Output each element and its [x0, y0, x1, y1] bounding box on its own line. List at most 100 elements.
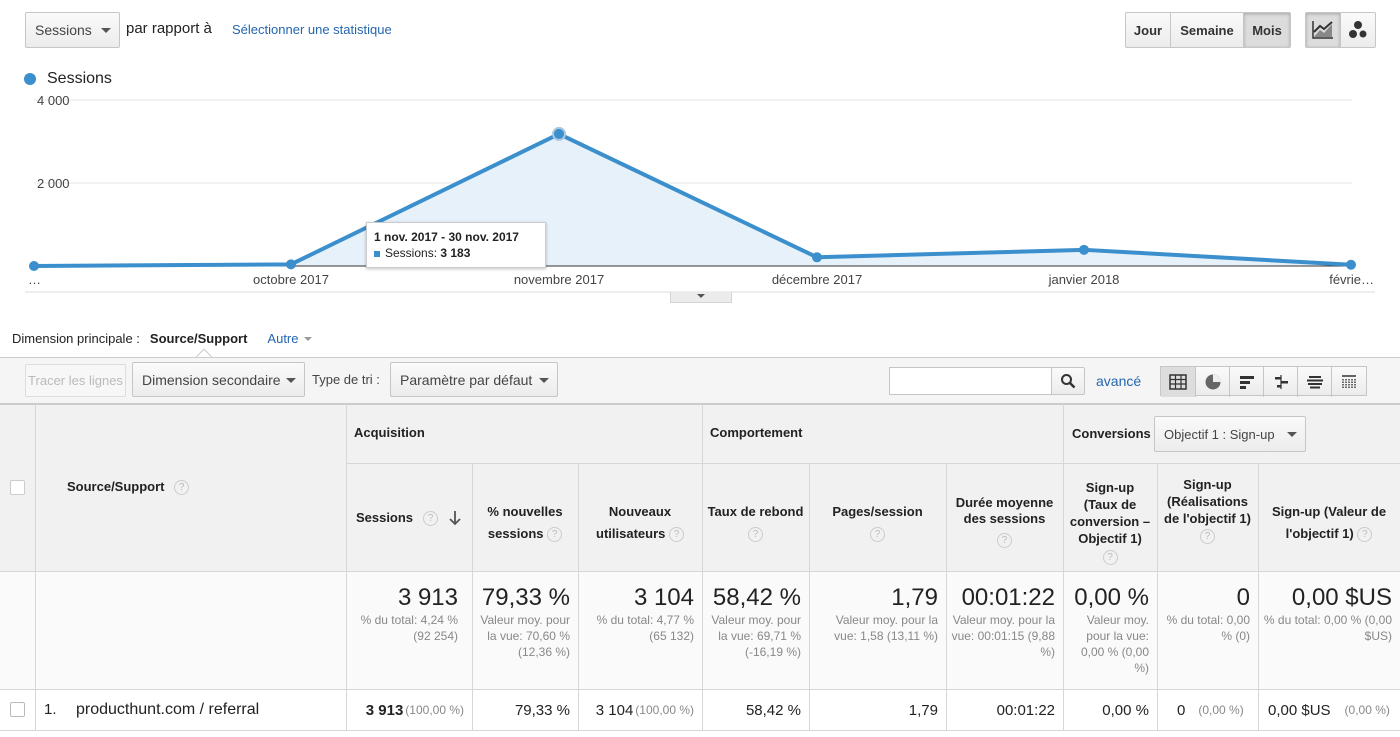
cell-sessions: 3 913 (100,00 %)	[346, 690, 472, 730]
col-new-users-text: Nouveaux utilisateurs	[596, 504, 672, 541]
total-new-sessions-pct: 79,33 % Valeur moy. pour la vue: 70,60 % …	[472, 572, 578, 690]
help-icon: ?	[748, 527, 763, 543]
chevron-down-icon	[1287, 432, 1297, 437]
plot-rows-button[interactable]: Tracer les lignes	[25, 364, 126, 397]
total-avg-duration: 00:01:22 Valeur moy. pour la vue: 00:01:1…	[946, 572, 1063, 690]
sort-type-label: Type de tri :	[312, 372, 380, 387]
tooltip-swatch	[374, 250, 380, 257]
col-sessions-label: Sessions	[355, 510, 414, 525]
cell-pct: (100,00 %)	[635, 703, 694, 717]
totals-bg	[0, 572, 1400, 690]
dimension-other-link[interactable]: Autre	[267, 331, 299, 346]
motion-chart-button[interactable]	[1340, 12, 1376, 48]
goal-select[interactable]: Objectif 1 : Sign-up	[1154, 416, 1306, 452]
col-goal-value[interactable]: Sign-up (Valeur de l'objectif 1) ?	[1258, 464, 1400, 572]
legend-label: Sessions	[47, 70, 112, 87]
total-sub: % du total: 0,00 % (0)	[1166, 613, 1250, 643]
data-point	[286, 259, 296, 270]
cell-value: 0	[1177, 701, 1186, 719]
col-pages-session-label: Pages/session?	[832, 501, 923, 545]
period-month-button[interactable]: Mois	[1243, 12, 1291, 48]
divider	[346, 463, 1400, 464]
help-icon: ?	[997, 532, 1012, 548]
cell-value: 58,42 %	[745, 701, 801, 719]
group-behavior: Comportement	[710, 425, 803, 440]
divider	[578, 463, 579, 731]
col-goal-conv-rate-label: Sign-up (Taux de conversion – Objectif 1…	[1069, 479, 1151, 565]
col-goal-value-label: Sign-up (Valeur de l'objectif 1) ?	[1262, 501, 1396, 545]
view-comparison-button[interactable]	[1263, 367, 1297, 397]
data-point	[1346, 259, 1356, 270]
col-avg-duration[interactable]: Durée moyenne des sessions?	[946, 464, 1063, 572]
view-term-cloud-button[interactable]	[1297, 367, 1331, 397]
view-performance-button[interactable]	[1229, 367, 1263, 397]
chevron-down-icon	[286, 378, 296, 383]
data-point	[29, 261, 39, 271]
line-chart-icon	[1312, 21, 1333, 39]
col-new-users[interactable]: Nouveaux utilisateurs ?	[578, 464, 702, 572]
select-metric-link[interactable]: Sélectionner une statistique	[232, 22, 392, 37]
tooltip-row: Sessions: 3 183	[374, 245, 538, 262]
line-chart-button[interactable]	[1305, 12, 1341, 48]
period-week-button[interactable]: Semaine	[1170, 12, 1244, 48]
col-goal-conv-rate[interactable]: Sign-up (Taux de conversion – Objectif 1…	[1063, 464, 1157, 572]
total-sub: % du total: 4,24 % (92 254)	[360, 613, 458, 643]
chevron-down-icon	[101, 28, 111, 33]
cell-value: 79,33 %	[514, 701, 570, 719]
divider	[0, 730, 1400, 731]
total-sub: Valeur moy. pour la vue: 70,60 % (12,36 …	[480, 613, 570, 659]
search-button[interactable]	[1051, 367, 1085, 395]
total-sub: Valeur moy. pour la vue: 1,58 (13,11 %)	[834, 613, 938, 643]
view-pie-button[interactable]	[1195, 367, 1229, 397]
total-sub: Valeur moy. pour la vue: 00:01:15 (9,88 …	[951, 613, 1055, 659]
row-source-link[interactable]: producthunt.com / referral	[76, 701, 260, 718]
cell-pages-session: 1,79	[809, 690, 946, 730]
help-icon: ?	[869, 527, 885, 543]
data-point	[1079, 244, 1089, 255]
view-data-table-button[interactable]	[1161, 367, 1195, 397]
advanced-search-link[interactable]: avancé	[1096, 373, 1142, 389]
sort-type-select[interactable]: Paramètre par défaut	[390, 362, 558, 397]
col-bounce-rate-text: Taux de rebond	[707, 504, 804, 519]
select-all-checkbox[interactable]	[10, 480, 25, 495]
divider	[0, 689, 1400, 690]
col-avg-duration-text: Durée moyenne des sessions	[955, 494, 1054, 526]
pie-chart-icon	[1205, 374, 1220, 390]
chevron-down-icon	[303, 336, 312, 341]
divider	[702, 404, 703, 731]
period-day-button[interactable]: Jour	[1125, 12, 1171, 48]
table-row: 1. producthunt.com / referral	[0, 690, 1400, 730]
total-value: 3 913	[397, 584, 458, 611]
col-pages-session[interactable]: Pages/session?	[809, 464, 946, 572]
view-pivot-button[interactable]	[1331, 367, 1365, 397]
y-tick-label: 2 000	[37, 176, 70, 191]
total-goal-value: 0,00 $US% du total: 0,00 % (0,00 $US)	[1258, 572, 1400, 690]
col-goal-completions-text: Sign-up (Réalisations de l'objectif 1)	[1164, 476, 1251, 526]
row-checkbox[interactable]	[10, 702, 25, 717]
x-tick-label: févrie…	[1329, 272, 1374, 287]
secondary-dimension-select[interactable]: Dimension secondaire	[132, 362, 305, 397]
chevron-down-icon	[697, 294, 705, 298]
cell-new-sessions-pct: 79,33 %	[472, 690, 578, 730]
data-point	[812, 252, 822, 263]
chart-legend: Sessions	[24, 70, 112, 88]
help-icon: ?	[1357, 527, 1373, 543]
series-line	[33, 131, 1352, 268]
col-new-users-label: Nouveaux utilisateurs ?	[582, 501, 698, 545]
table-search-input[interactable]	[889, 367, 1052, 395]
collapse-chart-handle[interactable]	[670, 292, 732, 303]
col-sessions[interactable]: Sessions ?	[346, 464, 472, 572]
sort-down-icon	[449, 511, 461, 526]
metric-select[interactable]: Sessions	[25, 12, 120, 48]
data-table-icon	[1169, 374, 1187, 390]
col-new-sessions-pct[interactable]: % nouvelles sessions ?	[472, 464, 578, 572]
total-goal-conv-rate: 0,00 % Valeur moy. pour la vue: 0,00 % (0…	[1063, 572, 1157, 690]
col-bounce-rate[interactable]: Taux de rebond ?	[702, 464, 809, 572]
cell-value: 0,00 $US	[1268, 701, 1331, 719]
term-cloud-icon	[1306, 376, 1323, 389]
col-goal-completions[interactable]: Sign-up (Réalisations de l'objectif 1) ?	[1157, 464, 1258, 572]
help-icon: ?	[668, 527, 684, 543]
cell-value: 1,79	[908, 701, 938, 719]
cell-avg-duration: 00:01:22	[946, 690, 1063, 730]
cell-goal-completions: 0 (0,00 %)	[1157, 690, 1258, 730]
